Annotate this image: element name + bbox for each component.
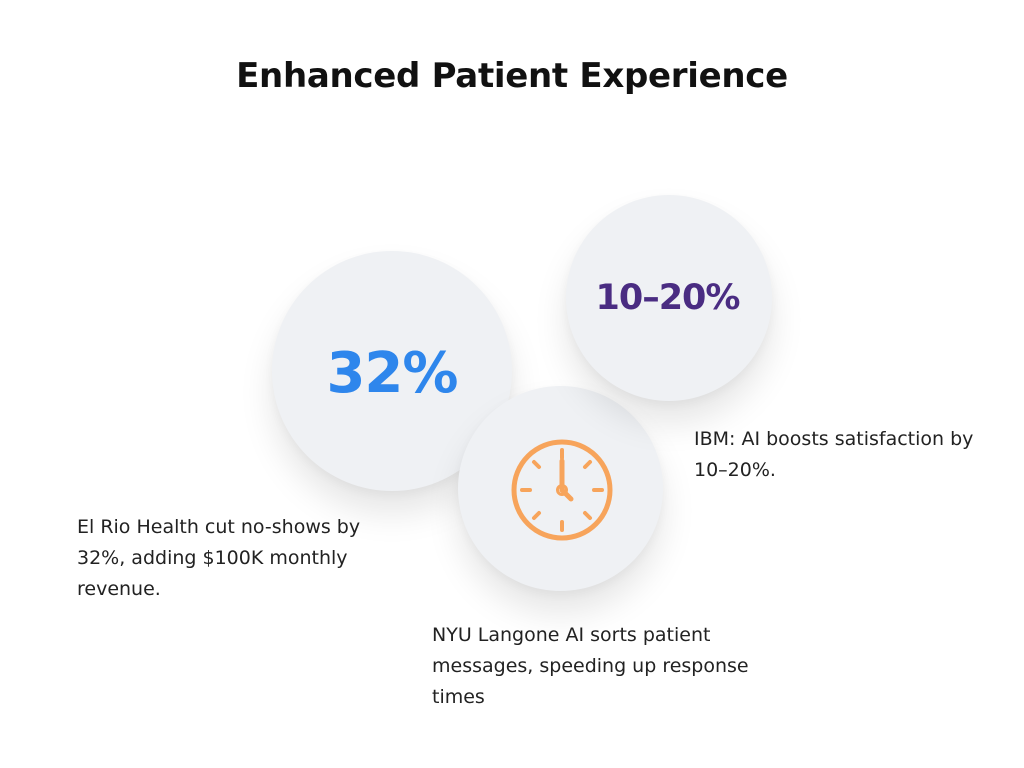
- nyu-clock-circle: [458, 386, 663, 591]
- ibm-stat-circle: 10–20%: [566, 195, 772, 401]
- clock-icon: [511, 439, 612, 540]
- el-rio-caption: El Rio Health cut no-shows by 32%, addin…: [77, 516, 361, 600]
- ibm-caption: IBM: AI boosts satisfaction by 10–20%.: [694, 428, 974, 481]
- page-title: Enhanced Patient Experience: [236, 56, 788, 96]
- el-rio-stat-value: 32%: [326, 340, 458, 406]
- nyu-caption: NYU Langone AI sorts patient messages, s…: [432, 624, 749, 708]
- ibm-stat-value: 10–20%: [595, 278, 741, 318]
- el-rio-stat-circle: 32%: [272, 251, 512, 491]
